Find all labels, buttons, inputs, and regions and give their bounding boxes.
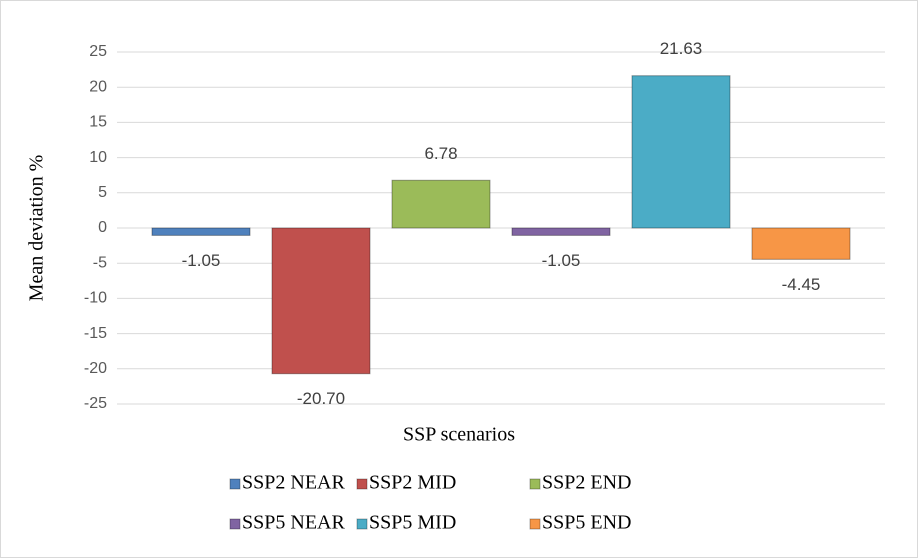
x-axis-title: SSP scenarios bbox=[403, 424, 515, 446]
y-tick-label: 0 bbox=[98, 219, 107, 236]
data-label: 6.78 bbox=[424, 144, 457, 163]
legend-marker bbox=[356, 518, 368, 530]
data-label: 21.63 bbox=[660, 39, 703, 58]
bar bbox=[271, 227, 371, 375]
legend-marker bbox=[229, 478, 241, 490]
y-tick-label: -20 bbox=[84, 360, 107, 377]
legend-marker bbox=[229, 518, 241, 530]
bar bbox=[391, 179, 491, 229]
y-tick-label: 15 bbox=[89, 114, 107, 131]
legend-label: SSP5 END bbox=[542, 512, 631, 534]
data-label: -1.05 bbox=[182, 251, 221, 270]
legend-label: SSP2 MID bbox=[369, 472, 456, 494]
y-axis-title: Mean deviation % bbox=[26, 155, 48, 302]
bar bbox=[631, 75, 731, 229]
y-tick-label: -10 bbox=[84, 290, 107, 307]
legend-label: SSP2 NEAR bbox=[242, 472, 345, 494]
legend-marker bbox=[356, 478, 368, 490]
y-tick-label: 10 bbox=[89, 149, 107, 166]
y-tick-label: -5 bbox=[93, 254, 107, 271]
legend-label: SSP5 MID bbox=[369, 512, 456, 534]
data-label: -1.05 bbox=[542, 251, 581, 270]
y-tick-label: 20 bbox=[89, 78, 107, 95]
data-label: -20.70 bbox=[297, 389, 345, 408]
legend-marker bbox=[529, 478, 541, 490]
legend-label: SSP5 NEAR bbox=[242, 512, 345, 534]
bar bbox=[511, 227, 611, 236]
y-tick-label: -15 bbox=[84, 325, 107, 342]
y-tick-label: -25 bbox=[84, 395, 107, 412]
data-label: -4.45 bbox=[782, 275, 821, 294]
bar bbox=[751, 227, 851, 260]
y-tick-label: 5 bbox=[98, 184, 107, 201]
legend-label: SSP2 END bbox=[542, 472, 631, 494]
y-tick-label: 25 bbox=[89, 43, 107, 60]
legend-marker bbox=[529, 518, 541, 530]
bar bbox=[151, 227, 251, 236]
